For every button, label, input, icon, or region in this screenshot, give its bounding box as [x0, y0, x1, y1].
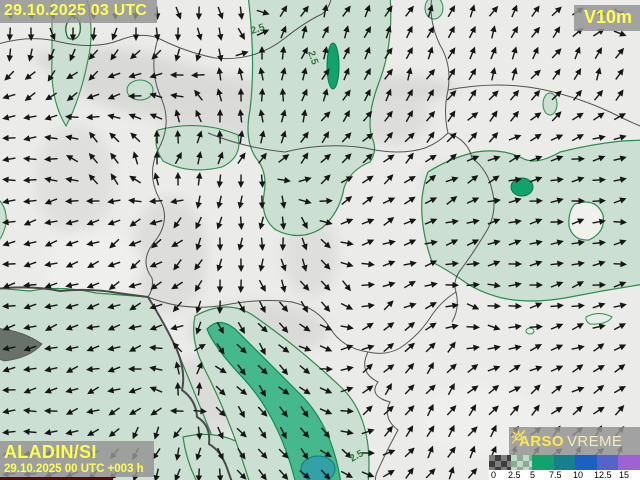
right-dark-ellipse [510, 177, 534, 197]
wind-arrows [2, 4, 627, 480]
brand-box: ARSO VREME [509, 427, 640, 455]
legend-cell [510, 455, 533, 470]
model-info-box: ALADIN/SI 29.10.2025 00 UTC +003 h [0, 441, 154, 477]
legend-cell [532, 455, 554, 470]
wind-band-medium [206, 321, 341, 480]
legend-cell [618, 455, 640, 470]
brand-arso: ARSO [519, 432, 564, 450]
tc-dark-ellipse [326, 42, 340, 90]
legend-tick-label: 2.5 [508, 470, 521, 480]
model-name: ALADIN/SI [4, 442, 97, 463]
legend-cell [489, 455, 511, 470]
city-area-dark [0, 328, 43, 362]
legend-tick-label: 12.5 [594, 470, 612, 480]
br-outline-shape [585, 313, 613, 325]
legend-cell [553, 455, 576, 470]
legend-tick-label: 5 [530, 470, 536, 480]
legend-color-scale [489, 455, 640, 470]
legend-tick-label: 10 [573, 470, 584, 480]
br-tiny-circle [525, 327, 535, 335]
brand-vreme: VREME [566, 432, 623, 450]
legend-tick-strip: 0 2.5 5 7.5 10 12.5 15 [489, 470, 640, 480]
wind-speed-legend: 0 2.5 5 7.5 10 12.5 15 [489, 455, 640, 480]
legend-tick-label: 15 [619, 470, 630, 480]
model-run-label: 29.10.2025 00 UTC +003 h [4, 462, 144, 475]
contour-label: 2.5 [305, 50, 320, 67]
tl-patch [51, 0, 92, 128]
timeline-progress-bar [0, 477, 113, 480]
wind-spot-teal [300, 455, 336, 480]
field-level-label: V10m [573, 5, 640, 31]
legend-tick-label: 0 [491, 470, 497, 480]
legend-cell [575, 455, 597, 470]
valid-time-label: 29.10.2025 03 UTC [0, 0, 158, 23]
contour-label: 2.5 [250, 22, 267, 37]
legend-tick-label: 7.5 [549, 470, 562, 480]
legend-cell [596, 455, 619, 470]
